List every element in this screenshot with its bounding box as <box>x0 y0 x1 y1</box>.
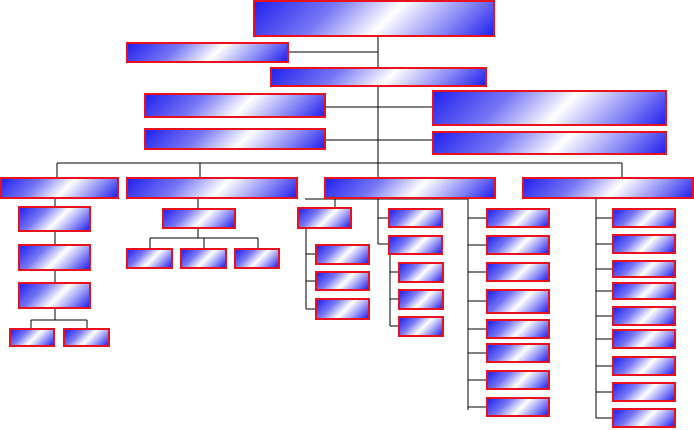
org-node-d2-subunit-3 <box>234 248 280 269</box>
org-node-d3-subunit-1 <box>315 244 370 265</box>
org-node-advisor-left-2 <box>144 128 326 150</box>
org-node-division-2 <box>126 177 298 199</box>
org-node-d1-unit-1 <box>18 206 91 232</box>
org-node-d4-unit-8 <box>612 382 676 402</box>
org-node-d3-unit-3 <box>388 235 443 255</box>
org-node-division-3 <box>324 177 496 199</box>
org-node-d2-subunit-2 <box>180 248 227 269</box>
org-node-d3-unit-11 <box>486 397 550 417</box>
org-node-d4-unit-1 <box>612 208 676 228</box>
org-node-d1-subunit-1 <box>9 328 55 347</box>
org-node-d3-unit-6 <box>486 262 550 282</box>
org-node-d3-subunit-5 <box>398 289 444 310</box>
org-node-advisor-right-2 <box>432 131 667 155</box>
org-node-d3-unit-4 <box>486 208 550 228</box>
org-node-d3-unit-2 <box>388 208 443 228</box>
org-node-d4-unit-2 <box>612 234 676 254</box>
org-node-d1-unit-3 <box>18 282 91 309</box>
org-node-d2-unit-1 <box>162 208 236 229</box>
org-node-staff <box>126 42 289 63</box>
org-node-d4-unit-9 <box>612 408 676 428</box>
org-node-d3-subunit-6 <box>398 316 444 337</box>
org-node-root <box>253 0 495 37</box>
org-node-advisor-right-1 <box>432 90 667 126</box>
org-node-advisor-left-1 <box>144 93 326 118</box>
org-node-d3-unit-1 <box>297 207 352 229</box>
org-node-d4-unit-6 <box>612 329 676 349</box>
org-node-d4-unit-4 <box>612 282 676 300</box>
org-node-d4-unit-7 <box>612 356 676 376</box>
org-node-d4-unit-5 <box>612 306 676 326</box>
org-node-d3-unit-10 <box>486 370 550 390</box>
org-node-d3-subunit-4 <box>398 262 444 283</box>
org-node-d1-unit-2 <box>18 244 91 271</box>
org-node-d3-unit-7 <box>486 289 550 314</box>
org-node-deputy <box>270 67 487 87</box>
org-node-d3-unit-5 <box>486 235 550 255</box>
org-node-d3-subunit-2 <box>315 271 370 291</box>
org-node-d2-subunit-1 <box>126 248 173 269</box>
org-node-d3-unit-9 <box>486 343 550 363</box>
org-node-division-4 <box>522 177 694 199</box>
org-node-d4-unit-3 <box>612 260 676 278</box>
org-node-d1-subunit-2 <box>63 328 110 347</box>
org-node-division-1 <box>0 177 119 199</box>
org-node-d3-subunit-3 <box>315 298 370 320</box>
org-node-d3-unit-8 <box>486 319 550 339</box>
